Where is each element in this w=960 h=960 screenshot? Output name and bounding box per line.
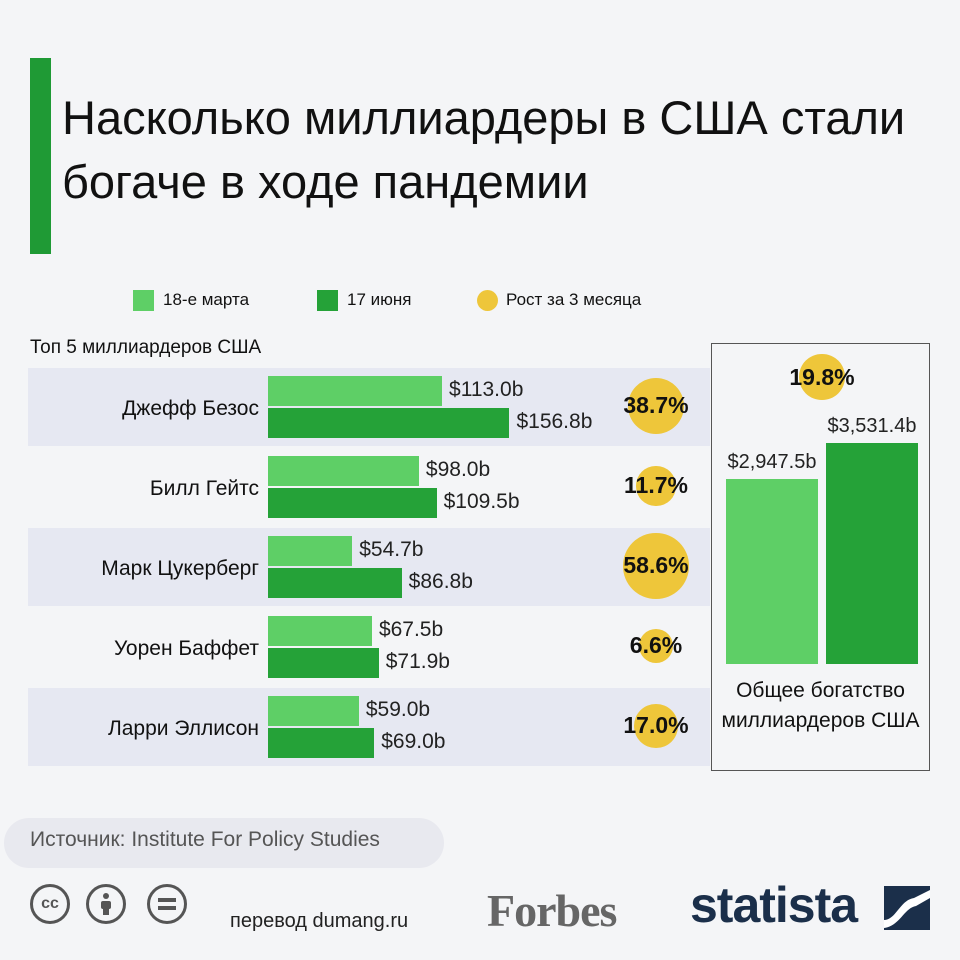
- bar-march: [268, 456, 419, 486]
- growth-label: 58.6%: [623, 552, 689, 578]
- bar-march: [268, 376, 443, 406]
- total-bar: [826, 442, 918, 664]
- legend-label-march: 18-е марта: [163, 290, 250, 309]
- bar-label-june: $69.0b: [381, 730, 446, 753]
- growth-dot: [627, 377, 685, 435]
- bar-june: [268, 568, 402, 598]
- attribution-icon: [86, 884, 126, 924]
- source-background: [4, 818, 444, 868]
- chart-title: Насколько миллиардеры в США стали богаче…: [62, 91, 906, 208]
- statista-logo-icon: [884, 886, 930, 930]
- legend: 18-е марта 17 июня Рост за 3 месяца: [133, 287, 641, 313]
- bar-label-march: $54.7b: [359, 538, 424, 561]
- bar-label-march: $67.5b: [378, 618, 444, 641]
- growth-dot: [623, 533, 689, 599]
- total-growth-label: 19.8%: [789, 364, 855, 390]
- growth-label: 38.7%: [623, 392, 689, 418]
- legend-item-march: 18-е марта: [133, 289, 317, 311]
- total-growth-dot: [799, 354, 845, 400]
- total-bar: [726, 479, 818, 664]
- bar-label-june: $71.9b: [385, 650, 450, 673]
- chart-subtitle: Топ 5 миллиардеров США: [30, 337, 262, 358]
- equals-sign: [158, 898, 176, 910]
- legend-label-june: 17 июня: [347, 290, 412, 309]
- bar-june: [268, 488, 437, 518]
- billionaire-name: Марк Цукерберг: [101, 557, 259, 580]
- legend-label-growth: Рост за 3 месяца: [506, 290, 642, 309]
- bar-march: [268, 616, 372, 646]
- bar-label-march: $59.0b: [365, 698, 431, 721]
- growth-label: 17.0%: [623, 712, 689, 738]
- translator-credit: перевод dumang.ru: [230, 910, 409, 932]
- bar-label-june: $156.8b: [516, 410, 593, 433]
- growth-dot: [639, 629, 673, 663]
- bar-june: [268, 408, 510, 438]
- bar-march: [268, 696, 359, 726]
- growth-dot: [634, 704, 678, 748]
- legend-swatch-june: [317, 289, 338, 311]
- growth-dot: [636, 466, 676, 506]
- billionaire-name: Ларри Эллисон: [107, 717, 259, 740]
- legend-swatch-march: [133, 289, 154, 311]
- forbes-logo: Forbes: [487, 885, 617, 936]
- billionaire-name: Уорен Баффет: [113, 637, 259, 660]
- bar-june: [268, 648, 379, 678]
- legend-dot-growth: [477, 289, 498, 311]
- no-derivatives-icon: [147, 884, 187, 924]
- legend-item-june: 17 июня: [317, 289, 477, 311]
- bar-label-march: $113.0b: [449, 378, 524, 401]
- growth-label: 11.7%: [624, 472, 688, 498]
- growth-label: 6.6%: [629, 632, 683, 658]
- bar-june: [268, 728, 375, 758]
- billionaire-name: Джефф Безос: [122, 397, 259, 420]
- source-text: Источник: Institute For Policy Studies: [30, 828, 380, 851]
- statista-logo: statista: [690, 877, 858, 933]
- bar-march: [268, 536, 353, 566]
- billionaire-name: Билл Гейтс: [149, 477, 259, 500]
- bar-label-june: $86.8b: [408, 570, 473, 593]
- cc-icon: cc: [30, 884, 70, 924]
- attribution-figure: [101, 893, 111, 915]
- title-accent-bar: [30, 58, 51, 254]
- bar-label-june: $109.5b: [443, 490, 520, 513]
- total-bar-label: $2,947.5b: [727, 451, 817, 474]
- legend-item-growth: Рост за 3 месяца: [477, 289, 642, 311]
- total-bar-label: $3,531.4b: [827, 414, 917, 437]
- bar-label-march: $98.0b: [425, 458, 491, 481]
- total-wealth-caption: Общее богатство миллиардеров США: [721, 679, 920, 732]
